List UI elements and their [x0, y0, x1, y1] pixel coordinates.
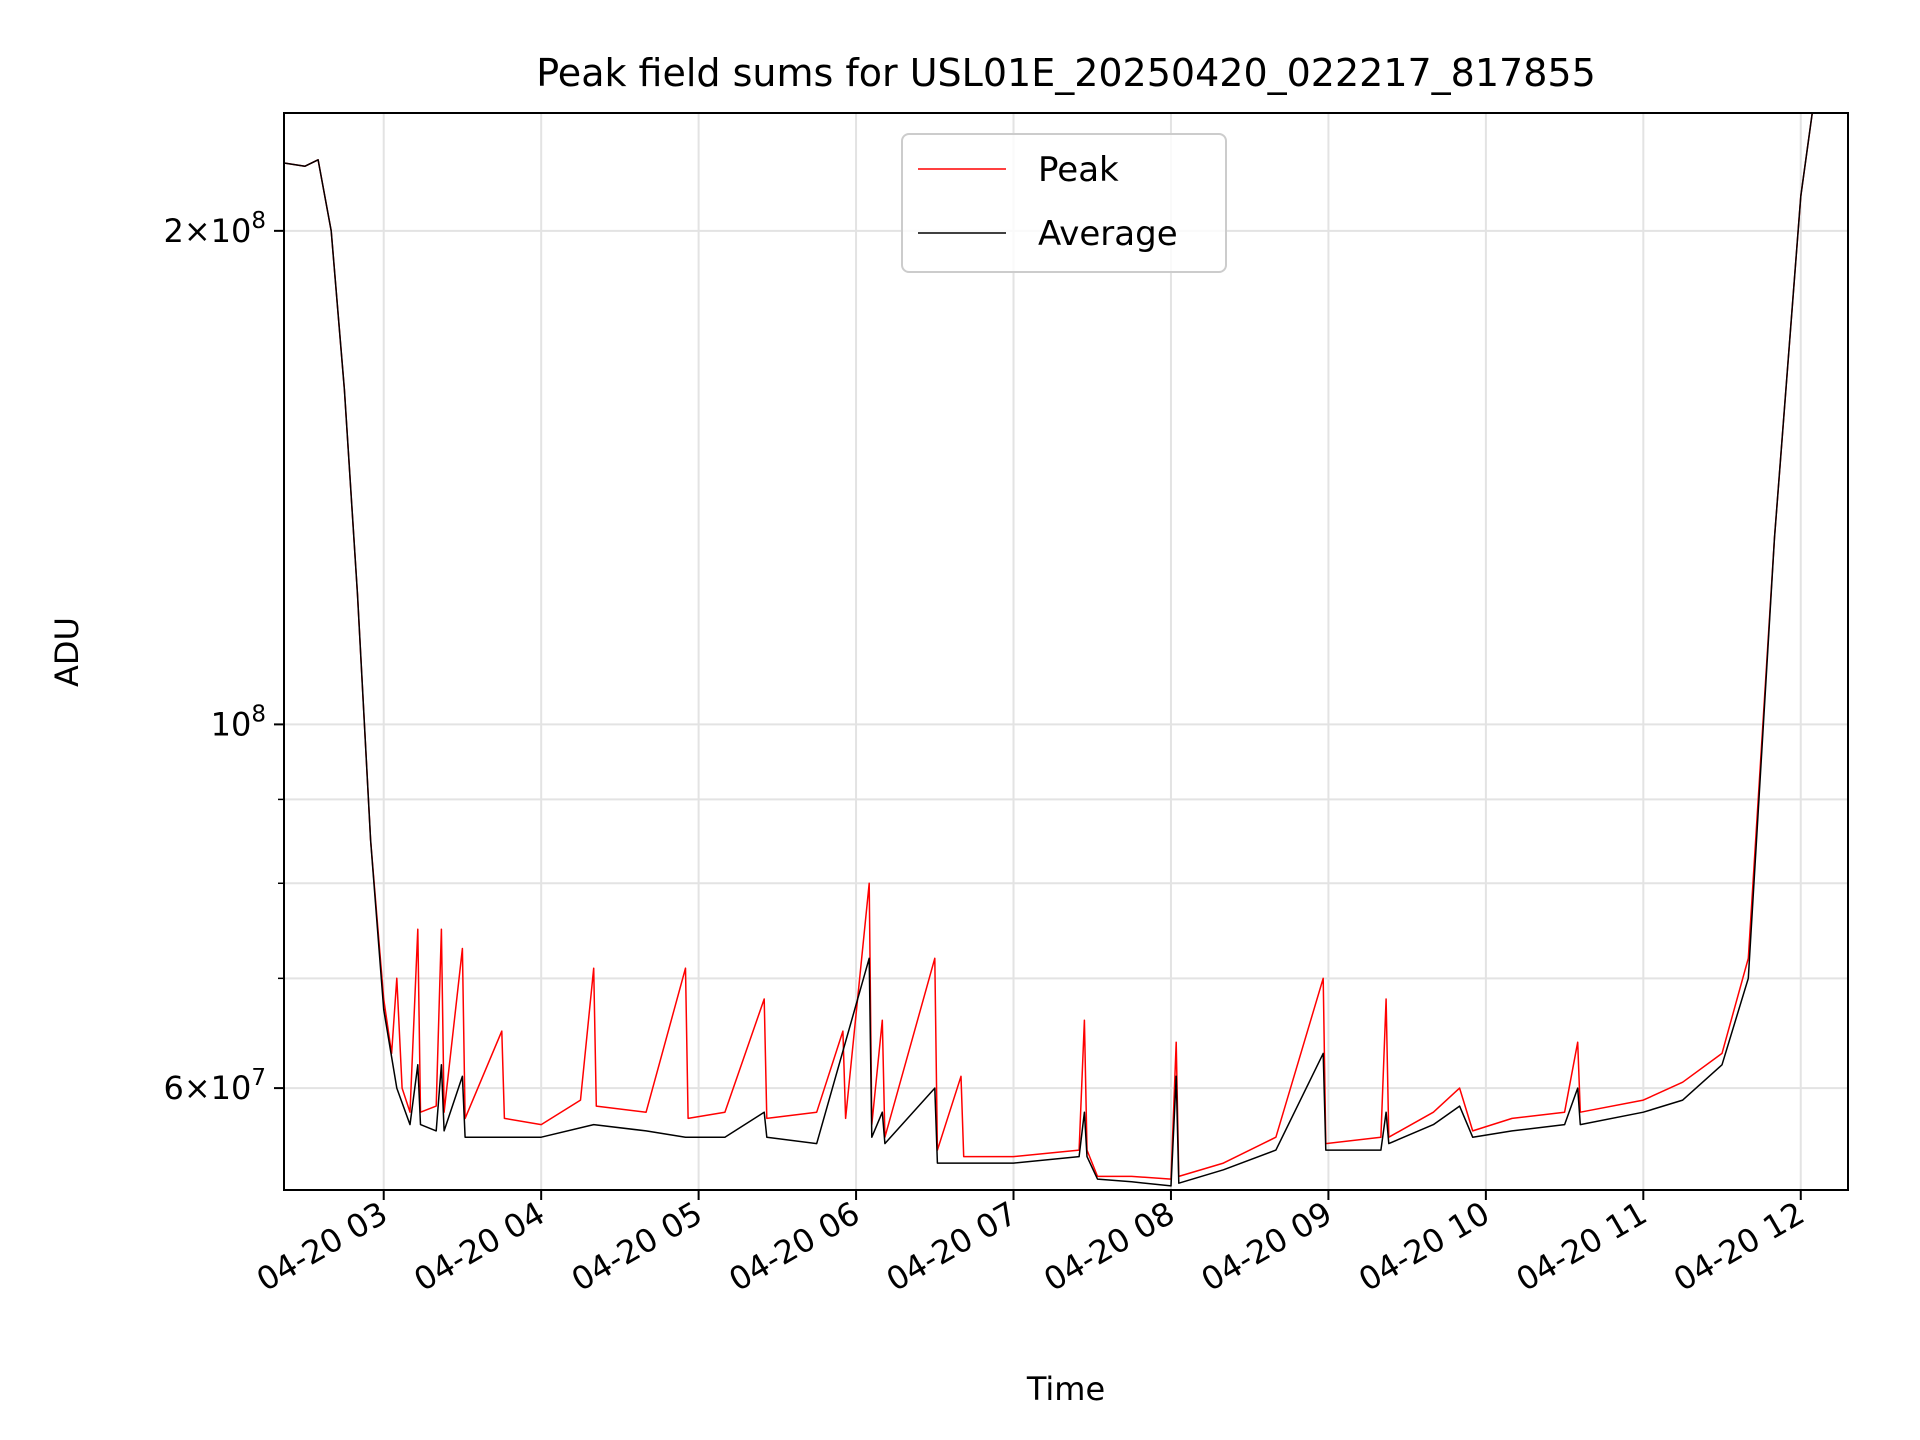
- y-tick-label: 2×108: [163, 208, 266, 250]
- grid: [284, 113, 1848, 1190]
- series-line-peak: [284, 113, 1814, 1180]
- series-layer: [284, 113, 1814, 1187]
- y-axis-label: ADU: [48, 617, 86, 687]
- x-axis-label: Time: [1026, 1370, 1105, 1408]
- series-line-average: [284, 113, 1814, 1187]
- plot-frame: [283, 112, 1849, 1191]
- legend-label-average: Average: [1038, 214, 1178, 254]
- chart-title: Peak field sums for USL01E_20250420_0222…: [536, 51, 1596, 95]
- legend-label-peak: Peak: [1038, 150, 1119, 190]
- legend: Peak Average: [901, 133, 1227, 273]
- y-tick-label: 6×107: [163, 1065, 266, 1107]
- y-tick-label: 108: [211, 701, 266, 743]
